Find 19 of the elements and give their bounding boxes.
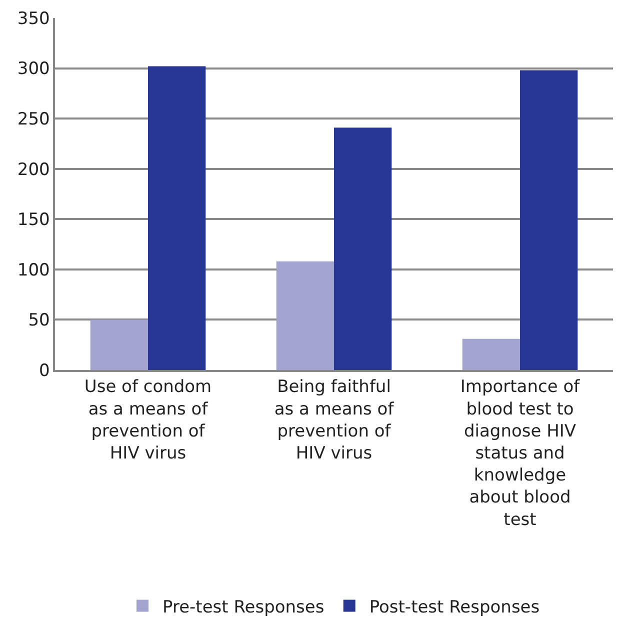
y-tick-label: 200 bbox=[17, 160, 50, 180]
y-tick-label: 350 bbox=[17, 8, 50, 29]
y-tick-label: 100 bbox=[17, 260, 50, 280]
y-tick-label: 150 bbox=[17, 210, 50, 230]
bar bbox=[90, 320, 148, 370]
bar bbox=[276, 261, 334, 370]
bar bbox=[462, 338, 520, 370]
x-tick-label: Importance of blood test to diagnose HIV status and knowledge about blood test bbox=[460, 377, 581, 530]
y-tick-label: 50 bbox=[28, 310, 50, 331]
y-tick-label: 300 bbox=[17, 59, 50, 80]
y-tick-label: 0 bbox=[39, 360, 50, 381]
bar bbox=[334, 128, 392, 370]
x-tick-label: Being faithful as a means of prevention of HIV virus bbox=[274, 377, 395, 464]
legend-label: Post-test Responses bbox=[369, 597, 540, 618]
x-tick-label: Use of condom as a means of prevention of HIV virus bbox=[84, 377, 212, 464]
legend-label: Pre-test Responses bbox=[162, 597, 324, 618]
bar bbox=[148, 66, 206, 370]
bar bbox=[520, 70, 578, 370]
y-tick-label: 250 bbox=[17, 110, 50, 130]
